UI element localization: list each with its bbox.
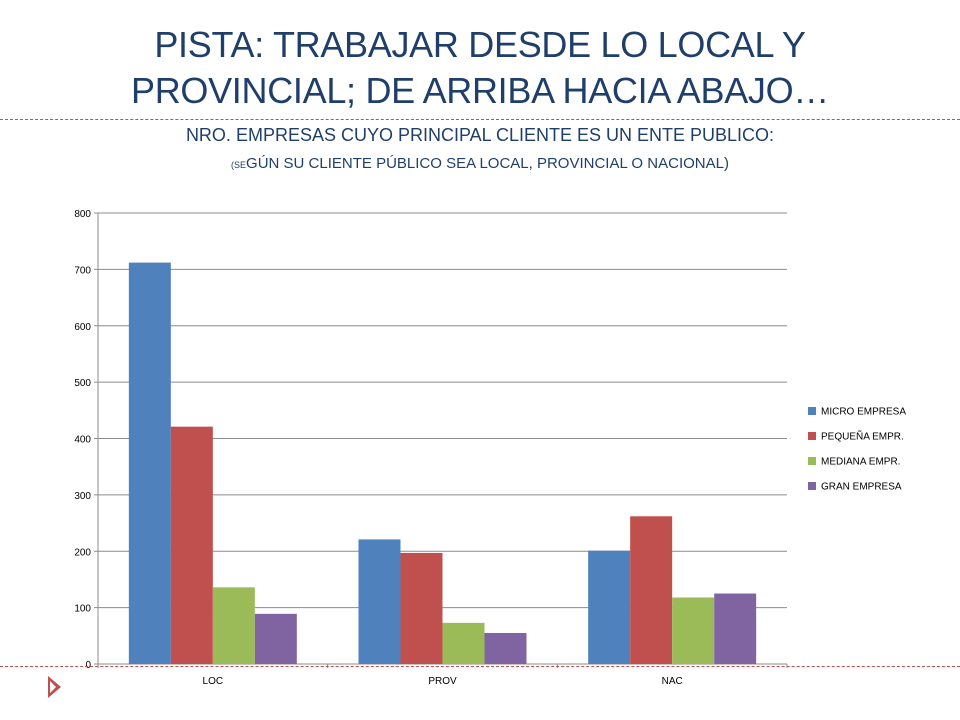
legend-label: MICRO EMPRESA xyxy=(821,407,906,418)
top-separator xyxy=(0,119,960,120)
bar xyxy=(358,539,401,664)
subtitle-note-text: GÚN SU CLIENTE PÚBLICO SEA LOCAL, PROVIN… xyxy=(246,155,729,172)
bar xyxy=(588,550,631,664)
bar xyxy=(484,632,527,664)
y-tick-label: 300 xyxy=(74,491,91,502)
y-tick-label: 600 xyxy=(74,322,91,333)
bar xyxy=(254,613,297,664)
chart-subtitle: NRO. EMPRESAS CUYO PRINCIPAL CLIENTE ES … xyxy=(185,125,775,145)
legend-swatch xyxy=(808,407,816,415)
y-tick-label: 100 xyxy=(74,604,91,615)
y-tick-label: 0 xyxy=(85,660,91,671)
y-tick-label: 700 xyxy=(74,265,91,276)
bar xyxy=(400,552,443,664)
title-line-2: PROVINCIAL; DE ARRIBA HACIA ABAJO… xyxy=(130,70,830,111)
x-tick-label: LOC xyxy=(203,676,224,687)
legend-label: GRAN EMPRESA xyxy=(821,482,902,493)
bullet-arrow-icon xyxy=(48,676,61,698)
x-tick-label: PROV xyxy=(428,676,457,687)
legend-swatch xyxy=(808,457,816,465)
bar xyxy=(442,622,485,664)
x-tick-label: NAC xyxy=(662,676,683,687)
bar xyxy=(128,262,171,664)
legend-swatch xyxy=(808,432,816,440)
bar xyxy=(630,516,673,664)
subtitle-note-prefix: (SE xyxy=(231,160,247,170)
y-tick-label: 400 xyxy=(74,435,91,446)
bottom-separator xyxy=(0,666,960,667)
legend-label: PEQUEÑA EMPR. xyxy=(821,430,904,443)
bar xyxy=(672,597,715,664)
bar xyxy=(170,426,213,664)
legend-label: MEDIANA EMPR. xyxy=(821,457,900,468)
bar xyxy=(714,593,757,664)
slide-title: PISTA: TRABAJAR DESDE LO LOCAL Y PROVINC… xyxy=(0,22,960,114)
y-tick-label: 200 xyxy=(74,547,91,558)
legend-swatch xyxy=(808,482,816,490)
y-tick-label: 500 xyxy=(74,378,91,389)
bar xyxy=(212,587,255,664)
chart-subtitle-note: (SEGÚN SU CLIENTE PÚBLICO SEA LOCAL, PRO… xyxy=(0,153,960,176)
title-line-1: PISTA: TRABAJAR DESDE LO LOCAL Y xyxy=(154,24,806,65)
y-tick-label: 800 xyxy=(74,209,91,220)
